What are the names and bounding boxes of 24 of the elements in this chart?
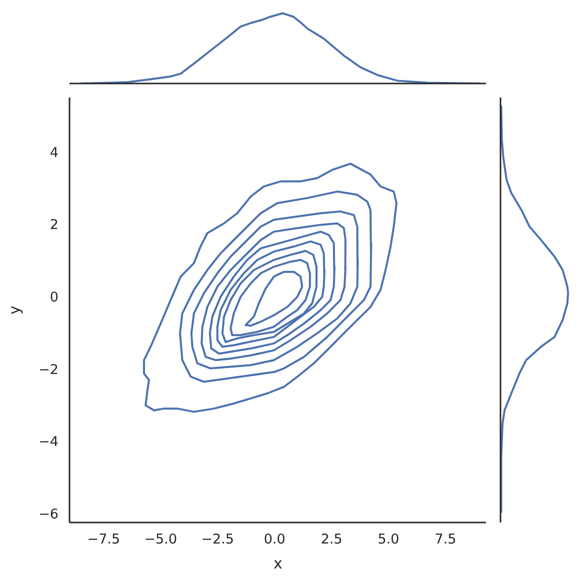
x-tick-label: −5.0	[144, 532, 178, 548]
line-series	[244, 270, 304, 327]
line-series	[200, 222, 346, 362]
line-series	[221, 250, 318, 344]
line-series	[230, 258, 311, 336]
line-series	[143, 162, 398, 413]
y-axis-title: y	[6, 305, 24, 314]
y-tick-label: −6	[38, 506, 59, 522]
x-tick-label: 2.5	[320, 532, 342, 548]
y-tick-label: −2	[38, 362, 59, 378]
line-series	[216, 240, 326, 348]
line-series	[190, 210, 359, 370]
y-tick-label: 0	[50, 289, 59, 306]
x-tick-label: 5.0	[378, 532, 400, 548]
x-tick-label: −7.5	[87, 532, 120, 548]
line-series	[208, 230, 336, 355]
y-tick-label: −4	[38, 434, 59, 450]
x-tick-label: 7.5	[434, 532, 456, 548]
y-tick-label: 4	[50, 144, 59, 161]
y-tick-label: 2	[50, 217, 59, 234]
x-axis-title: x	[274, 554, 283, 572]
x-tick-label: −2.5	[201, 532, 234, 548]
x-tick-label: 0.0	[264, 532, 286, 548]
line-series	[179, 190, 372, 383]
